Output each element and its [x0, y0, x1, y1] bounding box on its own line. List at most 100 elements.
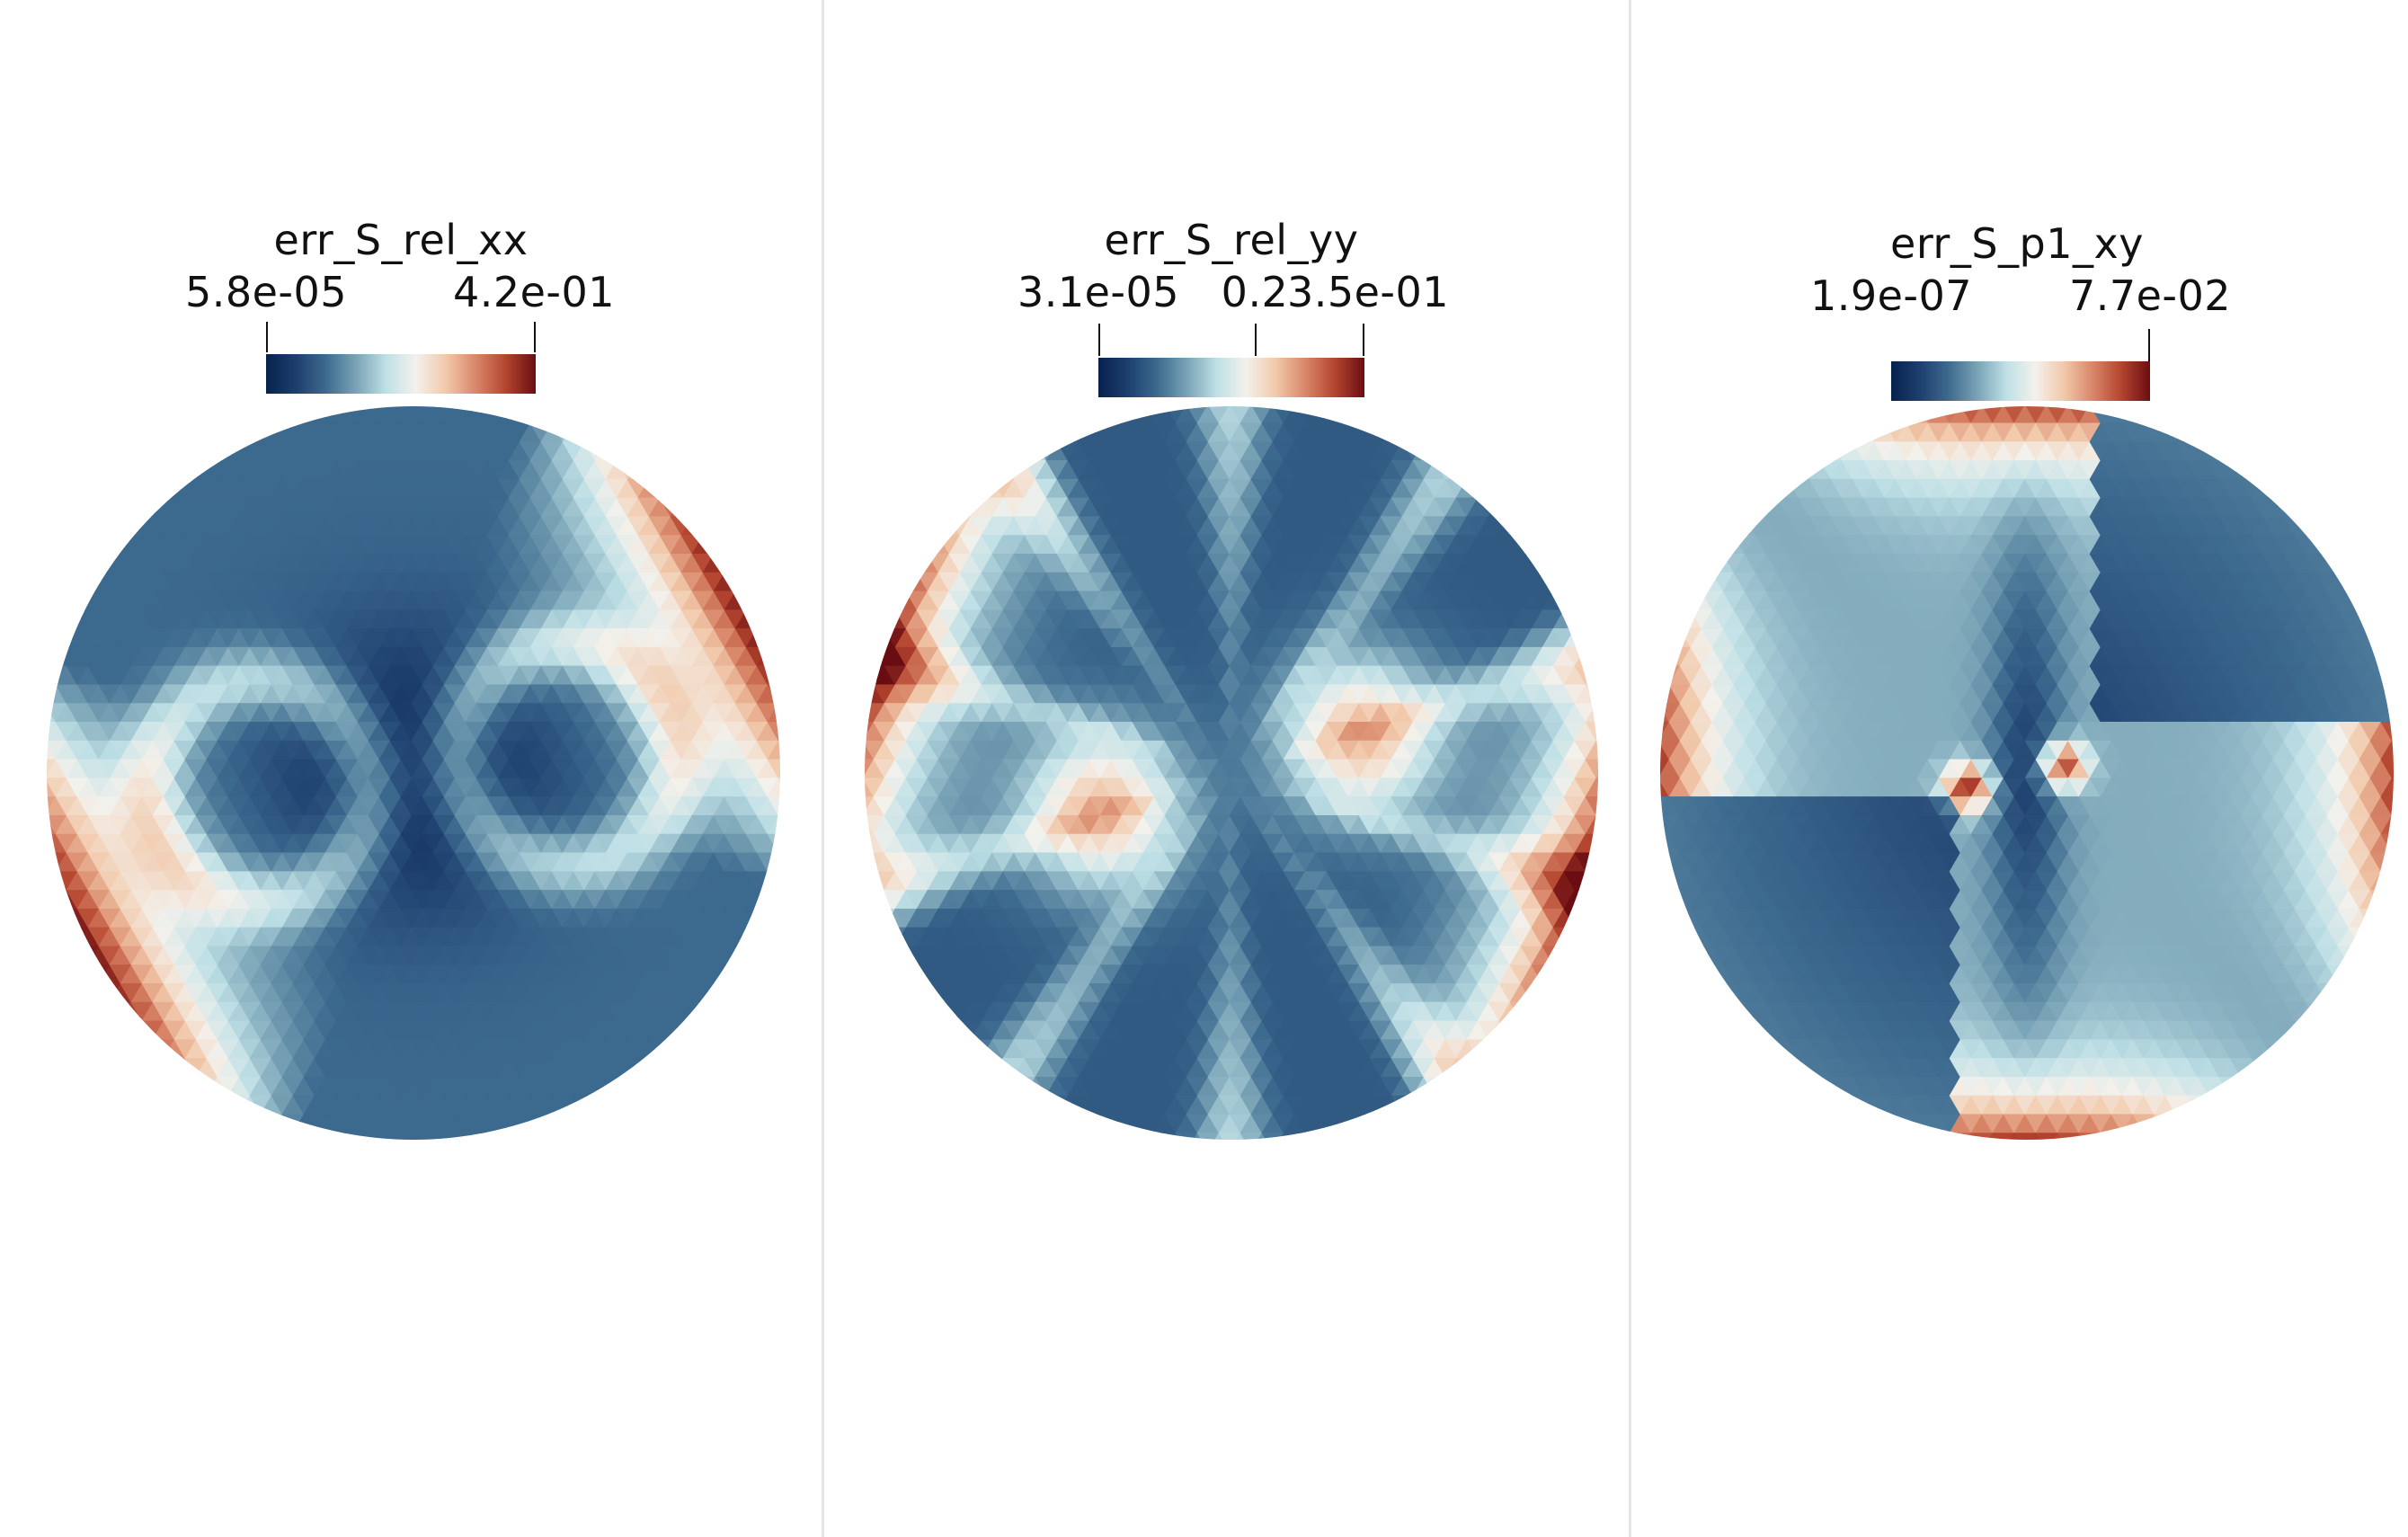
mesh-cell	[1477, 478, 1500, 499]
colorbar	[1891, 361, 2150, 401]
mesh-cell	[713, 982, 736, 1003]
mesh-cell	[141, 1039, 164, 1059]
mesh-cell	[767, 646, 780, 667]
mesh-cell	[55, 609, 78, 630]
mesh-cell	[756, 908, 779, 928]
mesh-cell	[1574, 609, 1597, 629]
mesh-cell	[1585, 759, 1598, 779]
mesh-cell	[1444, 459, 1468, 480]
mesh-cell	[475, 1132, 499, 1140]
mesh-cell	[227, 1095, 251, 1115]
mesh-cell	[357, 1133, 380, 1140]
mesh-cell	[680, 516, 704, 536]
mesh-cell	[937, 516, 961, 536]
mesh-cell	[691, 1001, 715, 1022]
mesh-cell	[745, 591, 769, 610]
mesh-cell	[1733, 516, 1756, 536]
mesh-cell	[314, 406, 337, 424]
mesh-cell	[959, 478, 982, 499]
mesh-cell	[66, 927, 89, 947]
mesh-cell	[152, 478, 175, 499]
mesh-cell	[120, 1020, 143, 1041]
mesh-cell	[1509, 1001, 1533, 1022]
mesh-cell	[594, 440, 618, 461]
mesh-cell	[873, 908, 896, 928]
mesh-cell	[1293, 1132, 1317, 1140]
mesh-cell	[894, 572, 918, 592]
mesh-cell	[767, 665, 780, 686]
mesh-cell	[130, 497, 154, 518]
mesh-cell	[724, 964, 747, 984]
mesh-cell	[1531, 982, 1554, 1003]
mesh-cell	[1337, 1114, 1360, 1134]
mesh-cell	[573, 1095, 596, 1115]
mesh-cell	[2121, 406, 2145, 424]
mesh-cell	[1153, 1133, 1177, 1140]
plot-panel-xx: err_S_rel_xx 5.8e-05 4.2e-01	[0, 0, 822, 1537]
mesh-cell	[400, 1133, 423, 1140]
mesh-cell	[745, 927, 769, 947]
mesh-cell	[465, 1133, 488, 1140]
mesh-cell	[970, 478, 993, 499]
mesh-cell	[109, 1001, 132, 1022]
mesh-cell	[292, 1133, 315, 1140]
mesh-cell	[865, 871, 875, 891]
mesh-cell	[1542, 964, 1565, 984]
mesh-cell	[1283, 1133, 1306, 1140]
mesh-cell	[865, 665, 875, 686]
mesh-cell	[734, 946, 758, 965]
mesh-cell	[1852, 422, 1875, 442]
mesh-cell	[713, 534, 736, 555]
mesh-cell	[1498, 516, 1522, 536]
mesh-cell	[324, 1132, 348, 1140]
mesh-cell	[756, 609, 779, 629]
mesh-cell	[1563, 591, 1586, 610]
mesh-cell	[1884, 406, 1907, 424]
mesh-cell	[905, 964, 929, 984]
mesh-cell	[2218, 441, 2242, 461]
mesh-cell	[281, 1114, 305, 1134]
mesh-cell	[2175, 422, 2199, 442]
mesh-cell	[2305, 516, 2328, 537]
mesh-cell	[1412, 1095, 1435, 1115]
mesh-cell	[1304, 406, 1328, 424]
error-field-disk	[47, 406, 780, 1140]
plot-panel-xy: err_S_p1_xy 1.9e-07 7.7e-02	[1629, 0, 2408, 1537]
mesh-cell	[217, 1095, 240, 1115]
mesh-cell	[292, 406, 315, 424]
mesh-cell	[1455, 1058, 1479, 1078]
mesh-cell	[777, 814, 780, 835]
mesh-cell	[1002, 1076, 1026, 1097]
mesh-cell	[562, 1114, 585, 1134]
mesh-cell	[163, 478, 186, 499]
mesh-cell	[1326, 1133, 1349, 1140]
mesh-cell	[47, 890, 67, 910]
mesh-cell	[1520, 535, 1543, 555]
mesh-cell	[378, 1133, 402, 1140]
mesh-cell	[1261, 1133, 1284, 1140]
mesh-cell	[238, 422, 262, 442]
mesh-cell	[1434, 1076, 1457, 1097]
mesh-cell	[206, 440, 229, 461]
mesh-cell	[1099, 1114, 1123, 1134]
mesh-cell	[1132, 406, 1155, 424]
mesh-cell	[551, 1114, 574, 1133]
mesh-cell	[1304, 1133, 1328, 1140]
mesh-cell	[865, 646, 885, 667]
mesh-cell	[680, 1020, 704, 1041]
mesh-cell	[734, 572, 758, 592]
mesh-cell	[497, 1132, 520, 1140]
mesh-cell	[1488, 497, 1511, 518]
mesh-cell	[47, 852, 57, 872]
mesh-cell	[583, 1095, 607, 1115]
colorbar-max-label: 7.7e-02	[2068, 271, 2232, 320]
mesh-cell	[1347, 406, 1371, 424]
mesh-cell	[1218, 1133, 1241, 1140]
mesh-cell	[508, 1133, 531, 1140]
mesh-cell	[756, 890, 779, 910]
mesh-cell	[2208, 440, 2231, 461]
plot-panel-yy: err_S_rel_yy 3.1e-05 0.2 3.5e-01	[822, 0, 1629, 1537]
mesh-cell	[260, 1114, 283, 1134]
mesh-cell	[152, 1039, 175, 1060]
mesh-cell	[1401, 1095, 1425, 1115]
